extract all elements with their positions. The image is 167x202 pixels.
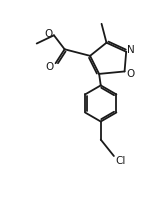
Text: Cl: Cl	[115, 156, 126, 166]
Text: O: O	[46, 62, 54, 72]
Text: O: O	[44, 29, 52, 39]
Text: O: O	[126, 69, 134, 79]
Text: N: N	[127, 45, 135, 55]
